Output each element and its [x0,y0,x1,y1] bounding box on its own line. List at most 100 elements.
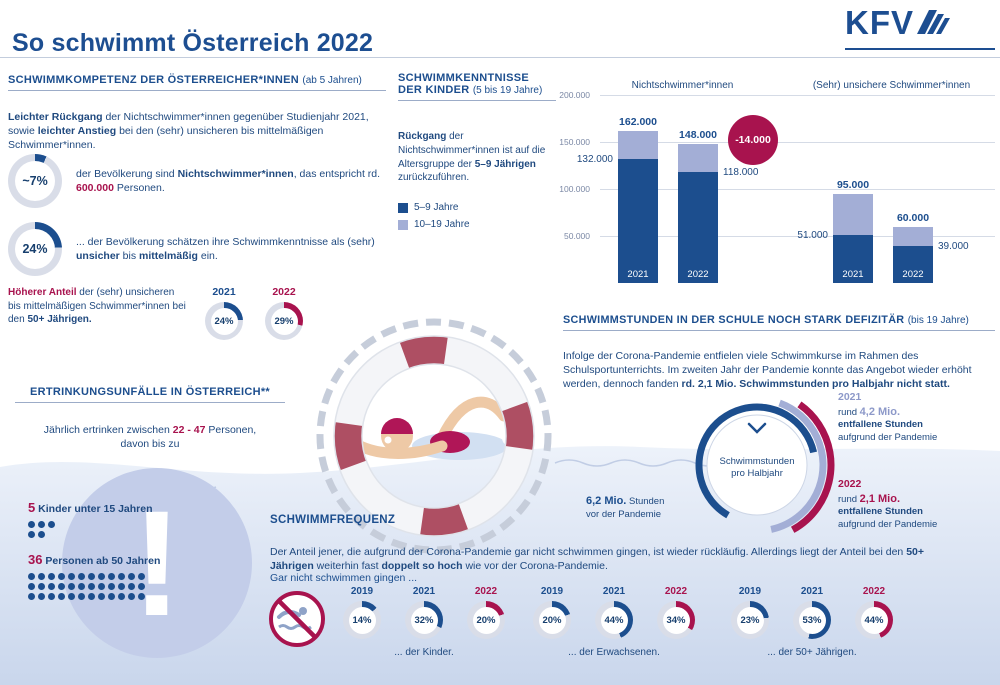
stat2-b1: unsicher [76,250,120,262]
stat1-t3: Personen. [113,182,165,194]
year-label: 2019 [540,586,564,597]
person-dot [28,593,35,600]
bar-total-label: 162.000 [619,115,657,128]
item-text: Personen ab 50 Jahren [42,555,161,567]
donut-2022: 34% [657,601,695,639]
freq-b2: doppelt so hoch [381,559,463,572]
donut-col-2021: 2021 44% [590,586,638,639]
person-dot [78,593,85,600]
kfv-logo: KFV [845,6,995,39]
person-dot [48,583,55,590]
donut-value: 14% [348,606,376,634]
bar-year-label: 2022 [687,269,709,280]
donut-2022: 20% [467,601,505,639]
intro-text-2: bei den (sehr) unsicheren bis mittelmäßi… [8,124,324,152]
person-dot [48,593,55,600]
donut-col-2019: 2019 14% [338,586,386,639]
year-label: 2021 [412,586,436,597]
donut-2019: 20% [533,601,571,639]
heading-note: (5 bis 19 Jahre) [472,85,543,96]
person-dot [28,521,35,528]
bar-unsichere-2022: 60.000 2022 39.000 [893,212,969,283]
person-dot [138,573,145,580]
group-caption: ... der 50+ Jährigen. [767,647,857,658]
donut-value: 24% [210,307,238,335]
gridline [600,142,995,143]
hoeher-b1: Höherer Anteil [8,287,77,298]
bar-year-label: 2022 [902,269,924,280]
group-caption: ... der Erwachsenen. [568,647,660,658]
heading-ertrinkungsunfaelle: ERTRINKUNGSUNFÄLLE IN ÖSTERREICH** [15,386,285,403]
year-label: 2022 [862,586,886,597]
bar-segment-10-19 [618,130,658,159]
donut-value: 23% [736,606,764,634]
person-dot [138,583,145,590]
swimmer-front-arm [354,440,448,459]
frequenz-text: Der Anteil jener, die aufgrund der Coron… [270,545,930,574]
legend-item-5-9: 5–9 Jahre [398,202,470,213]
freq-t1: Der Anteil jener, die aufgrund der Coron… [270,545,907,558]
lifebuoy-inner-edge [361,363,507,509]
person-dot [48,521,55,528]
donut-row: 2019 20% 2021 44% 2022 34% [528,586,700,639]
prefix: rund [838,406,860,418]
value-6-2-mio: 6,2 Mio. [586,495,627,507]
kompetenz-intro: Leichter Rückgang der Nichtschwimmer*inn… [8,110,380,153]
heading-schwimmkompetenz: SCHWIMMKOMPETENZ DER ÖSTERREICHER*INNEN … [8,74,386,91]
person-dot [108,573,115,580]
item-number: 5 [28,500,36,515]
goggles [384,436,392,444]
intro-bold-2: leichter Anstieg [37,124,117,137]
donut-value: 20% [472,606,500,634]
donut-row: 2019 23% 2021 53% 2022 44% [726,586,898,639]
ertrinken-t1: Jährlich ertrinken zwischen [43,423,173,436]
donut-value: 53% [798,606,826,634]
person-dot [68,573,75,580]
bar-dark-label: 39.000 [938,241,969,253]
bar-unsichere-2021: 95.000 2021 51.000 [797,178,873,283]
y-tick: 150.000 [559,137,590,147]
intro-bold-1: Leichter Rückgang [8,110,103,123]
gridline [600,236,995,237]
label-entfallen-2022: 2022 rund 2,1 Mio. entfallene Stunden au… [838,478,944,531]
heading-schwimmfrequenz: SCHWIMMFREQUENZ [270,514,396,526]
kenntnisse-t2: zurückzuführen. [398,172,470,184]
legend-swatch-dark [398,202,408,213]
stat1-t1: der Bevölkerung sind [76,167,178,180]
donut-2021: 24% [205,302,243,340]
bold-text: entfallene Stunden [838,506,923,518]
stunden-t1: Infolge der Corona-Pandemie entfielen vi… [563,349,972,391]
chevron-down-icon [747,422,767,434]
donut-value: 20% [538,606,566,634]
no-swimming-icon [269,591,325,647]
frequenz-subline: Gar nicht schwimmen gingen ... [270,572,418,584]
bar-dark-label: 118.000 [723,167,759,179]
person-dot [38,583,45,590]
heading-schwimmstunden: SCHWIMMSTUNDEN IN DER SCHULE NOCH STARK … [563,314,995,331]
person-dot [88,583,95,590]
bar-total-label: 95.000 [836,178,870,191]
ertrinken-t3: davon bis zu [120,437,180,450]
left-t1: Stunden [626,496,665,507]
year-label: 2021 [800,586,824,597]
person-dot [58,583,65,590]
kfv-logo-underline [845,48,995,50]
year-label: 2022 [838,478,862,490]
person-dot [78,573,85,580]
y-axis-labels: 200.000 150.000 100.000 50.000 [538,90,594,283]
left-t2: vor der Pandemie [586,508,661,520]
person-dot [108,583,115,590]
stat2-t2: bis [119,250,140,262]
year-label: 2021 [602,586,626,597]
person-dots [28,521,60,538]
donut-value: 29% [270,307,298,335]
person-dot [38,573,45,580]
rope-ring [316,318,552,554]
bar-chart-plot: 162.000 2021 132.000 148.000 2022 118.00… [577,95,995,283]
person-dot [38,593,45,600]
year-label: 2021 [212,286,236,298]
donut-col-2021: 2021 32% [400,586,448,639]
hoeher-b2: 50+ Jährigen. [27,314,92,325]
hoeher-donut-2022: 2022 29% [260,286,308,340]
